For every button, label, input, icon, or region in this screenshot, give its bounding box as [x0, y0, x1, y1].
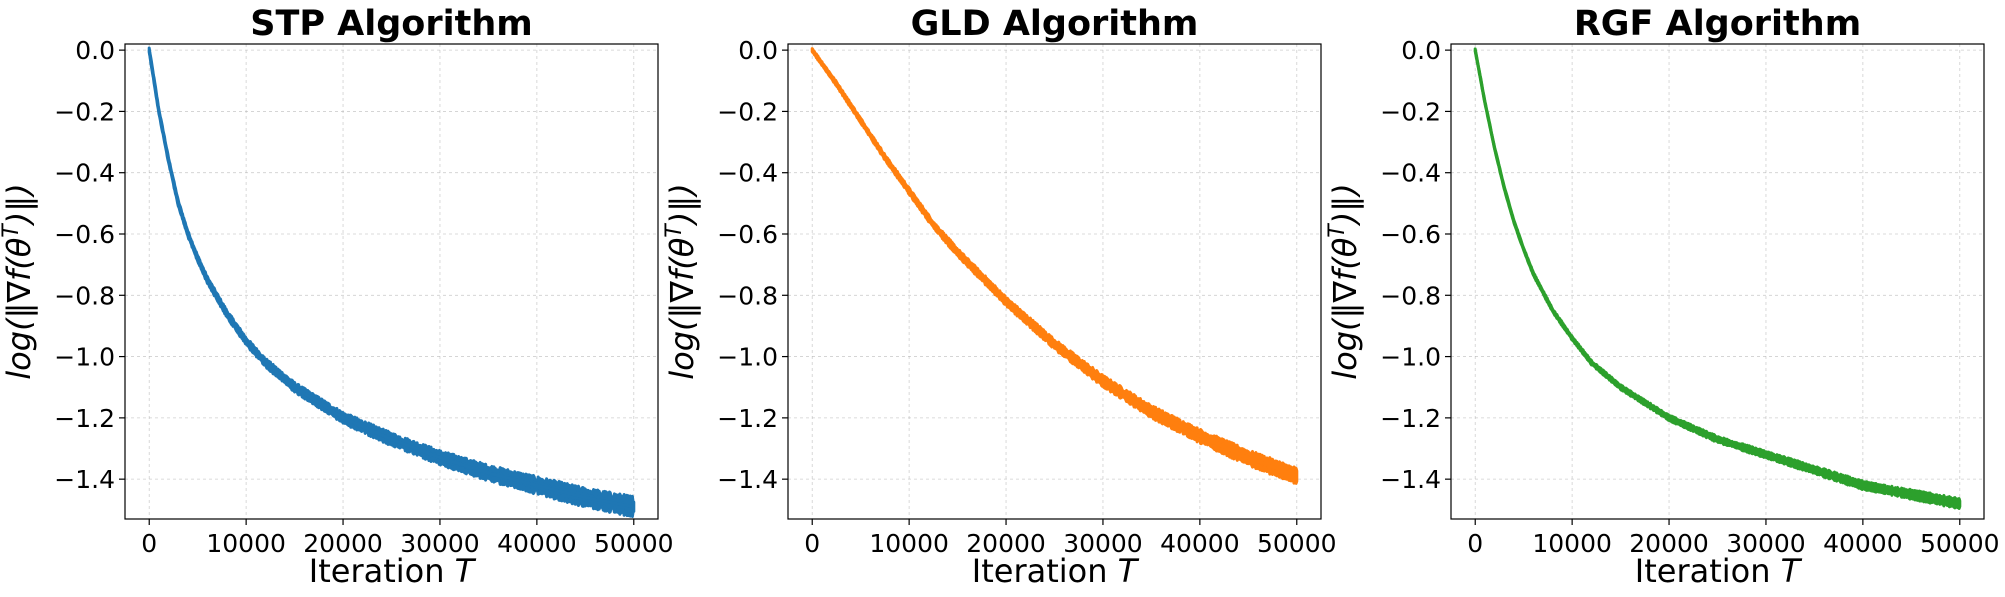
subplot-1: 0 10000 20000 30000 40000 50000 0.0 −0.2 −0.4 −0.… [0, 4, 674, 590]
y-tick-label: −1.4 [1380, 465, 1441, 494]
y-tick-label: −0.8 [717, 281, 778, 310]
x-axis-label: Iteration T [309, 552, 477, 590]
y-tick-label: −1.2 [54, 404, 115, 433]
y-axis-label: log(‖∇f(θT)‖) [1325, 183, 1364, 379]
axes-frame [787, 43, 1322, 520]
x-tick-label: 50000 [1920, 529, 2000, 558]
y-tick-label: 0.0 [75, 36, 115, 65]
y-tick-label: −1.0 [717, 343, 778, 372]
x-tick-label: 50000 [594, 529, 674, 558]
x-tick-label: 40000 [1823, 529, 1903, 558]
y-tick-label: −0.6 [1380, 220, 1441, 249]
y-tick-label: −0.8 [1380, 281, 1441, 310]
y-tick-label: −1.2 [717, 404, 778, 433]
y-tick-label: −0.4 [717, 159, 778, 188]
y-tick-label: 0.0 [738, 36, 778, 65]
y-tick-label: −0.6 [717, 220, 778, 249]
series-line [810, 49, 1298, 478]
panel-title: GLD Algorithm [911, 4, 1199, 44]
y-tick-label: 0.0 [1401, 36, 1441, 65]
x-tick-label: 50000 [1257, 529, 1337, 558]
y-tick-label: −1.0 [1380, 343, 1441, 372]
x-tick-label: 20000 [303, 529, 383, 558]
series-band [810, 47, 1299, 485]
series-line [147, 49, 635, 509]
y-tick-label: −1.2 [1380, 404, 1441, 433]
x-tick-label: 20000 [1629, 529, 1709, 558]
axes-frame [124, 43, 659, 520]
x-tick-label: 40000 [497, 529, 577, 558]
y-tick-label: −0.4 [54, 159, 115, 188]
x-tick-label: 30000 [1726, 529, 1806, 558]
y-tick-label: −1.4 [717, 465, 778, 494]
y-tick-label: −0.2 [1380, 97, 1441, 126]
y-tick-label: −0.8 [54, 281, 115, 310]
y-tick-label: −0.6 [54, 220, 115, 249]
y-axis-label: log(‖∇f(θT)‖) [0, 183, 38, 379]
x-tick-label: 10000 [1532, 529, 1612, 558]
panel-title: RGF Algorithm [1574, 4, 1861, 44]
panel-title: STP Algorithm [250, 4, 532, 44]
subplot-3: 0 10000 20000 30000 40000 50000 0.0 −0.2 −0.4 −0.… [1325, 4, 2000, 590]
y-tick-label: −1.4 [54, 465, 115, 494]
x-tick-label: 20000 [966, 529, 1046, 558]
y-axis-label: log(‖∇f(θT)‖) [662, 183, 701, 379]
x-tick-label: 30000 [1063, 529, 1143, 558]
x-tick-label: 40000 [1160, 529, 1240, 558]
series-band [147, 46, 636, 518]
x-tick-label: 10000 [206, 529, 286, 558]
subplot-2: 0 10000 20000 30000 40000 50000 0.0 −0.2 −0.4 −0.… [662, 4, 1337, 590]
y-tick-label: −0.4 [1380, 159, 1441, 188]
y-tick-label: −0.2 [717, 97, 778, 126]
y-tick-label: −1.0 [54, 343, 115, 372]
y-tick-label: −0.2 [54, 97, 115, 126]
x-axis-label: Iteration T [972, 552, 1140, 590]
x-tick-label: 30000 [400, 529, 480, 558]
x-tick-label: 0 [1467, 529, 1483, 558]
series-line [1473, 49, 1961, 506]
x-axis-label: Iteration T [1635, 552, 1803, 590]
x-tick-label: 10000 [869, 529, 949, 558]
x-tick-label: 0 [804, 529, 820, 558]
x-tick-label: 0 [141, 529, 157, 558]
axes-frame [1450, 43, 1985, 520]
